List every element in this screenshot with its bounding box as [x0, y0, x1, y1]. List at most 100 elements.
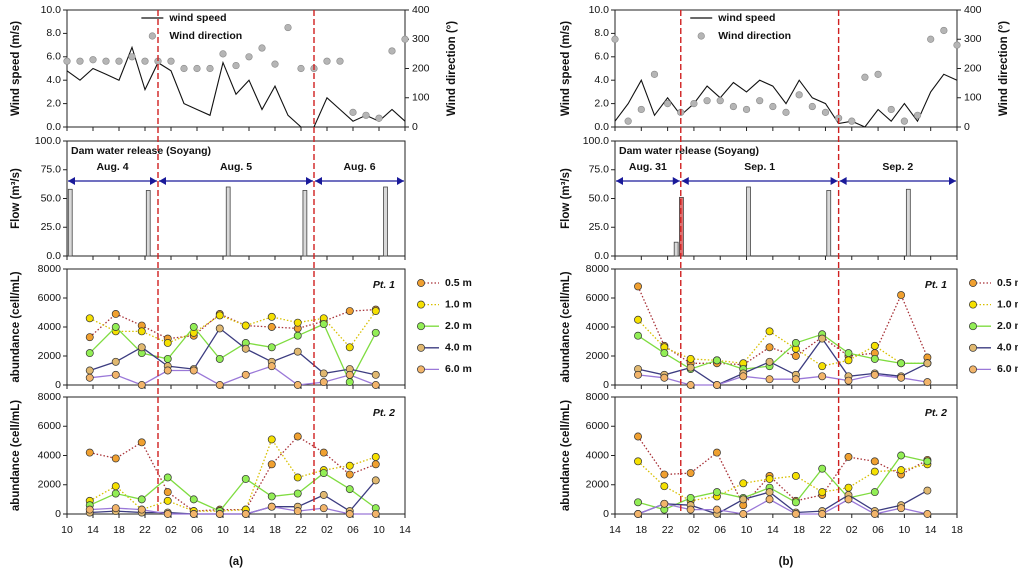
data-point: [897, 451, 906, 460]
y-tick-label: 8000: [586, 263, 610, 275]
x-tick-label: 22: [662, 524, 674, 536]
data-point: [319, 320, 328, 329]
legend-marker: [969, 365, 977, 374]
y-tick-label: 6000: [38, 292, 62, 304]
data-point: [319, 369, 328, 378]
data-point: [293, 489, 302, 498]
legend-marker: [969, 279, 977, 287]
direction-point: [861, 73, 869, 81]
data-point: [923, 457, 932, 466]
x-tick-label: 02: [846, 524, 858, 536]
direction-point: [219, 50, 227, 58]
data-point: [189, 323, 198, 331]
direction-point: [63, 57, 71, 65]
direction-point: [716, 97, 724, 105]
y-tick-label: 8000: [38, 263, 62, 275]
data-point: [293, 432, 302, 441]
data-point: [293, 347, 302, 356]
y-tick-label: 10.0: [41, 4, 62, 16]
y2-axis-label: Wind direction (°): [446, 21, 458, 116]
data-point: [686, 363, 695, 372]
data-point: [241, 344, 250, 353]
y-tick-label: 8.0: [46, 27, 61, 39]
direction-point: [650, 70, 659, 78]
data-point: [345, 510, 354, 518]
data-point: [371, 381, 380, 389]
data-point: [189, 366, 198, 375]
data-point: [267, 323, 276, 331]
direction-point: [297, 64, 305, 73]
x-tick-label: 22: [295, 524, 307, 536]
y-tick-label: 2.0: [46, 97, 61, 109]
data-point: [818, 362, 827, 371]
data-point: [85, 448, 94, 457]
data-point: [293, 473, 302, 482]
y-tick-label: 50.0: [589, 192, 610, 204]
data-point: [844, 376, 853, 385]
y-tick-label: 8000: [586, 391, 610, 403]
data-point: [111, 370, 120, 379]
data-point: [870, 370, 879, 379]
y-axis-label: Flow (m³/s): [560, 168, 572, 229]
legend-marker: [148, 32, 156, 40]
direction-point: [102, 57, 110, 65]
data-point: [137, 438, 146, 447]
data-point: [111, 482, 120, 491]
data-point: [293, 318, 302, 327]
x-tick-label: 14: [767, 524, 779, 536]
series-line: [89, 327, 376, 376]
data-point: [85, 333, 94, 342]
data-point: [241, 370, 250, 379]
direction-point: [284, 23, 292, 32]
direction-point: [624, 117, 632, 125]
direction-point: [115, 57, 123, 65]
y-tick-label: 8.0: [594, 27, 609, 39]
data-point: [923, 486, 932, 495]
direction-point: [808, 102, 816, 111]
series-line: [637, 374, 928, 386]
data-point: [345, 470, 354, 479]
y-axis-label: abundance (cell/mL): [560, 271, 572, 382]
data-point: [215, 354, 224, 363]
data-point: [765, 375, 774, 384]
data-point: [319, 504, 328, 513]
y2-tick-label: 400: [964, 4, 982, 16]
legend-marker: [969, 300, 977, 309]
data-point: [137, 381, 146, 389]
y-tick-label: 0: [55, 379, 61, 391]
y2-axis-label: Wind direction (°): [998, 21, 1010, 116]
series-line: [637, 286, 928, 366]
data-point: [897, 466, 906, 475]
legend-marker: [417, 343, 425, 352]
data-point: [660, 349, 669, 358]
subplot-title: Pt. 1: [373, 279, 395, 291]
data-point: [267, 435, 276, 444]
direction-point: [362, 111, 370, 119]
y-tick-label: 6.0: [594, 51, 609, 63]
data-point: [319, 448, 328, 457]
legend-label: 0.5 m: [997, 277, 1018, 289]
legend-label: 2.0 m: [997, 320, 1018, 332]
data-point: [818, 464, 827, 473]
direction-point: [323, 57, 331, 65]
y-tick-label: 2000: [586, 479, 610, 491]
direction-point: [887, 105, 895, 114]
data-point: [634, 370, 642, 379]
legend-label: 2.0 m: [445, 320, 472, 332]
data-point: [137, 495, 146, 504]
data-point: [818, 510, 827, 518]
y-tick-label: 0.0: [594, 121, 609, 133]
data-point: [765, 327, 774, 336]
data-point: [897, 373, 906, 382]
data-point: [870, 354, 879, 363]
data-point: [215, 381, 224, 389]
y-tick-label: 10.0: [589, 4, 610, 16]
y2-tick-label: 200: [412, 62, 430, 74]
direction-point: [375, 114, 383, 122]
data-point: [293, 507, 302, 516]
direction-point: [388, 47, 396, 55]
y-axis-label: abundance (cell/mL): [10, 400, 22, 511]
legend-marker: [969, 322, 977, 331]
data-point: [111, 504, 120, 513]
